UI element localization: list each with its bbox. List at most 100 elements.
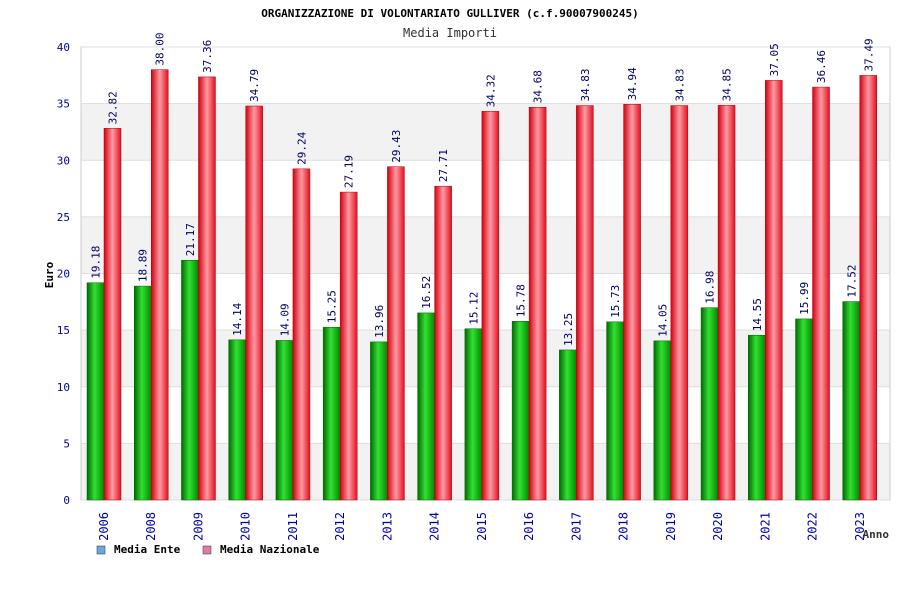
value-label: 19.18	[90, 246, 103, 279]
y-tick-label: 40	[57, 41, 70, 54]
value-label: 38.00	[154, 33, 167, 66]
value-label: 14.09	[278, 303, 291, 336]
value-label: 14.05	[656, 304, 669, 337]
y-tick-label: 0	[63, 494, 70, 507]
value-label: 17.52	[845, 264, 858, 297]
value-label: 16.98	[704, 271, 717, 304]
bar-media-nazionale-2020	[717, 105, 736, 501]
bar-media-nazionale-2021	[765, 80, 783, 501]
value-label: 34.79	[248, 69, 261, 102]
plot-band	[81, 47, 890, 104]
bar-media-nazionale-2011	[292, 168, 311, 501]
y-tick-label: 10	[57, 381, 70, 394]
x-tick-label: 2015	[475, 512, 489, 541]
value-label: 34.85	[721, 68, 734, 101]
value-label: 13.96	[373, 305, 386, 338]
bar-media-nazionale-2013	[387, 166, 405, 501]
bar-media-ente-2019	[653, 340, 672, 501]
y-axis: 0 5 10 15 20 25 30 35 40	[57, 41, 70, 507]
value-label: 34.83	[673, 68, 686, 101]
value-label: 27.71	[437, 149, 450, 182]
y-tick-label: 5	[63, 437, 70, 450]
value-label: 15.99	[798, 282, 811, 315]
value-label: 37.36	[201, 40, 214, 73]
value-label: 32.82	[107, 91, 120, 124]
y-tick-label: 20	[57, 268, 70, 281]
bar-media-ente-2010	[228, 339, 246, 501]
value-label: 36.46	[815, 50, 828, 83]
bar-media-ente-2022	[795, 318, 813, 501]
bar-media-nazionale-2016	[528, 106, 547, 501]
chart-subtitle: Media Importi	[403, 26, 497, 40]
value-label: 15.12	[467, 292, 480, 325]
value-labels: 19.18 32.82 18.89 38.00 21.17 37.36 14.14 34.79…	[90, 33, 876, 346]
y-tick-label: 25	[57, 211, 70, 224]
bar-media-nazionale-2010	[245, 105, 263, 501]
bar-media-nazionale-2012	[339, 191, 358, 501]
value-label: 29.43	[390, 130, 403, 163]
bar-media-nazionale-2015	[481, 111, 500, 501]
bar-media-ente-2008	[133, 285, 152, 501]
value-label: 14.14	[231, 302, 244, 335]
x-tick-label: 2012	[333, 512, 347, 541]
value-label: 15.73	[609, 285, 622, 318]
value-label: 18.89	[137, 249, 150, 282]
x-tick-label: 2008	[144, 512, 158, 541]
value-label: 34.94	[626, 67, 639, 100]
x-tick-label: 2013	[380, 512, 394, 541]
bar-media-nazionale-2008	[150, 69, 169, 501]
chart-title: ORGANIZZAZIONE DI VOLONTARIATO GULLIVER …	[261, 7, 639, 20]
bar-media-nazionale-2009	[198, 76, 216, 501]
bar-media-ente-2006	[86, 282, 105, 501]
value-label: 14.55	[751, 298, 764, 331]
x-axis: 2006 2008 2009 2010 2011 2012 2013 2014 2015 2016…	[97, 512, 867, 541]
x-tick-label: 2014	[428, 512, 442, 541]
legend-swatch-nazionale	[202, 545, 212, 555]
value-label: 15.25	[326, 290, 339, 323]
bar-media-ente-2018	[606, 321, 624, 501]
value-label: 27.19	[343, 155, 356, 188]
x-tick-label: 2020	[711, 512, 725, 541]
value-label: 37.49	[862, 38, 875, 71]
value-label: 34.68	[532, 70, 545, 103]
value-label: 15.78	[515, 284, 528, 317]
value-label: 21.17	[184, 223, 197, 256]
bar-media-ente-2021	[748, 334, 766, 501]
x-tick-label: 2009	[191, 512, 205, 541]
bar-media-ente-2020	[700, 307, 719, 501]
bar-media-nazionale-2017	[576, 105, 594, 501]
bar-media-nazionale-2018	[623, 104, 641, 501]
legend-swatch-ente	[96, 545, 106, 555]
legend: Media Ente Media Nazionale	[96, 543, 320, 556]
bar-media-ente-2015	[464, 328, 483, 501]
value-label: 16.52	[420, 276, 433, 309]
x-tick-label: 2021	[758, 512, 772, 541]
y-tick-label: 15	[57, 324, 70, 337]
x-tick-label: 2018	[617, 512, 631, 541]
x-tick-label: 2016	[522, 512, 536, 541]
legend-label-nazionale: Media Nazionale	[220, 543, 320, 556]
x-tick-label: 2019	[664, 512, 678, 541]
bar-media-nazionale-2014	[434, 185, 452, 501]
bar-media-ente-2017	[559, 349, 577, 501]
bar-media-ente-2013	[370, 341, 388, 501]
bar-media-ente-2016	[511, 321, 530, 501]
legend-label-ente: Media Ente	[114, 543, 181, 556]
y-tick-label: 35	[57, 98, 70, 111]
value-label: 34.83	[579, 68, 592, 101]
y-tick-label: 30	[57, 154, 70, 167]
value-label: 13.25	[562, 313, 575, 346]
x-axis-label: Anno	[863, 528, 890, 541]
bar-media-ente-2012	[322, 327, 341, 501]
value-label: 29.24	[295, 131, 308, 164]
bar-media-nazionale-2006	[103, 128, 122, 501]
x-tick-label: 2006	[97, 512, 111, 541]
x-tick-label: 2010	[239, 512, 253, 541]
bar-media-ente-2023	[842, 301, 861, 501]
x-tick-label: 2017	[569, 512, 583, 541]
x-tick-label: 2022	[806, 512, 820, 541]
bar-media-ente-2011	[275, 340, 294, 501]
y-axis-label: Euro	[43, 261, 56, 288]
value-label: 34.32	[484, 74, 497, 107]
bars	[86, 69, 878, 501]
